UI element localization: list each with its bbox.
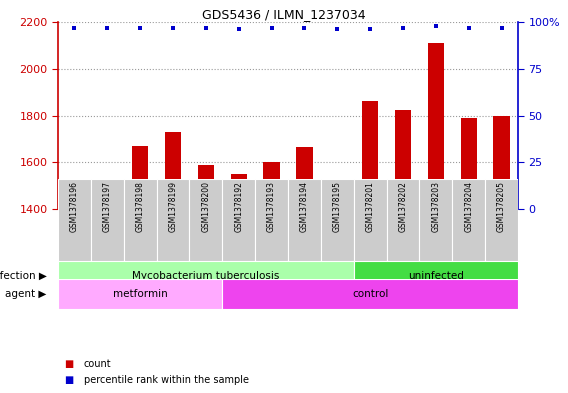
Point <box>431 22 440 29</box>
Bar <box>222 179 255 261</box>
Text: GSM1378192: GSM1378192 <box>234 182 243 232</box>
Point <box>497 24 506 31</box>
Bar <box>190 179 222 261</box>
Bar <box>198 165 214 209</box>
Bar <box>58 261 354 291</box>
Bar <box>395 110 411 209</box>
Text: GSM1378200: GSM1378200 <box>202 182 210 233</box>
Bar <box>387 179 419 261</box>
Bar <box>485 179 518 261</box>
Bar <box>58 179 91 261</box>
Text: GSM1378194: GSM1378194 <box>300 182 309 233</box>
Bar <box>428 43 444 209</box>
Bar <box>58 279 222 309</box>
Point <box>267 24 276 31</box>
Bar <box>132 146 148 209</box>
Text: infection ▶: infection ▶ <box>0 271 47 281</box>
Text: ■: ■ <box>64 375 73 385</box>
Bar <box>288 179 321 261</box>
Point <box>169 24 178 31</box>
Text: GSM1378196: GSM1378196 <box>70 182 79 233</box>
Point <box>464 24 473 31</box>
Bar <box>494 116 510 209</box>
Point <box>399 24 408 31</box>
Text: GSM1378199: GSM1378199 <box>169 182 177 233</box>
Bar <box>124 179 157 261</box>
Text: agent ▶: agent ▶ <box>5 289 47 299</box>
Text: GSM1378193: GSM1378193 <box>267 182 276 233</box>
Bar <box>329 207 345 209</box>
Point <box>201 24 210 31</box>
Text: GSM1378201: GSM1378201 <box>366 182 375 232</box>
Text: GSM1378197: GSM1378197 <box>103 182 112 233</box>
Bar <box>222 279 518 309</box>
Bar <box>165 132 181 209</box>
Bar <box>255 179 288 261</box>
Text: GSM1378198: GSM1378198 <box>136 182 145 232</box>
Text: metformin: metformin <box>113 289 168 299</box>
Point <box>333 26 342 33</box>
Bar <box>452 179 485 261</box>
Bar <box>91 179 124 261</box>
Text: percentile rank within the sample: percentile rank within the sample <box>83 375 249 385</box>
Bar <box>419 179 452 261</box>
Bar <box>66 200 82 209</box>
Text: control: control <box>352 289 389 299</box>
Bar <box>231 174 247 209</box>
Text: GSM1378204: GSM1378204 <box>464 182 473 233</box>
Text: uninfected: uninfected <box>408 271 464 281</box>
Bar <box>461 118 477 209</box>
Bar <box>296 147 312 209</box>
Text: GSM1378203: GSM1378203 <box>431 182 440 233</box>
Bar <box>157 179 190 261</box>
Point <box>70 24 79 31</box>
Bar <box>354 179 387 261</box>
Bar <box>99 195 115 209</box>
Point <box>136 24 145 31</box>
Text: Mycobacterium tuberculosis: Mycobacterium tuberculosis <box>132 271 279 281</box>
Text: GSM1378195: GSM1378195 <box>333 182 342 233</box>
Bar <box>264 162 280 209</box>
Bar <box>362 101 378 209</box>
Text: ■: ■ <box>64 359 73 369</box>
Bar <box>354 261 518 291</box>
Text: count: count <box>83 359 111 369</box>
Text: GSM1378202: GSM1378202 <box>399 182 407 232</box>
Point <box>366 26 375 33</box>
Text: GDS5436 / ILMN_1237034: GDS5436 / ILMN_1237034 <box>202 8 366 21</box>
Point <box>103 24 112 31</box>
Point <box>234 26 243 33</box>
Bar <box>321 179 354 261</box>
Text: GSM1378205: GSM1378205 <box>497 182 506 233</box>
Point <box>300 24 309 31</box>
